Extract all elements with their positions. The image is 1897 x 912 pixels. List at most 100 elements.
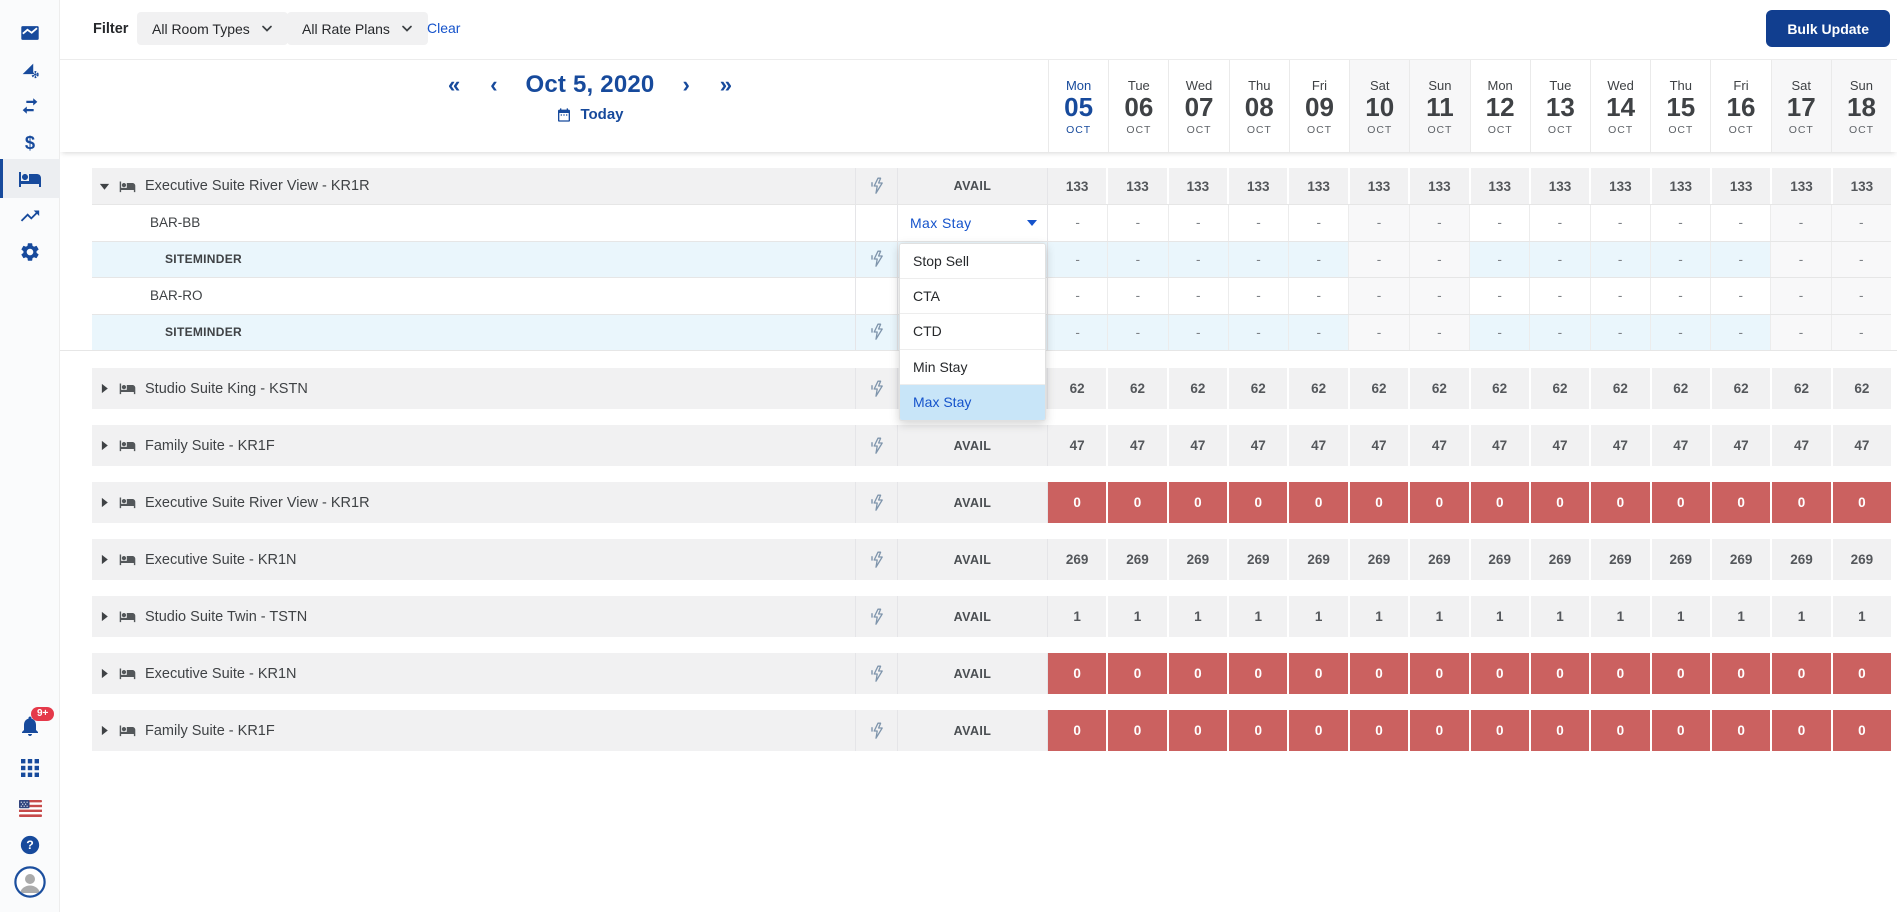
availability-cell[interactable]: 0	[1649, 653, 1710, 694]
sidebar-item-settings-gear[interactable]	[0, 233, 60, 270]
availability-cell[interactable]: 47	[1468, 425, 1529, 466]
availability-cell[interactable]: 0	[1408, 710, 1469, 751]
availability-cell[interactable]: 0	[1649, 710, 1710, 751]
day-column-mon-12[interactable]: Mon 12 OCT	[1469, 60, 1530, 152]
availability-cell[interactable]: 47	[1347, 425, 1408, 466]
restriction-cell[interactable]: -	[1649, 314, 1710, 350]
restriction-cell[interactable]: -	[1227, 205, 1288, 241]
restriction-cell[interactable]: -	[1167, 314, 1228, 350]
availability-cell[interactable]: 133	[1528, 168, 1589, 204]
restriction-cell[interactable]: -	[1408, 205, 1469, 241]
menu-item-max-stay[interactable]: Max Stay	[900, 384, 1045, 420]
availability-cell[interactable]: 1	[1468, 596, 1529, 637]
quick-action-cell[interactable]	[855, 653, 897, 694]
availability-cell[interactable]: 1	[1528, 596, 1589, 637]
availability-cell[interactable]: 1	[1649, 596, 1710, 637]
restriction-cell[interactable]: -	[1227, 278, 1288, 314]
quick-action-cell[interactable]	[855, 241, 897, 277]
sidebar-item-rate-shopper[interactable]	[0, 51, 60, 88]
day-column-sat-17[interactable]: Sat 17 OCT	[1770, 60, 1831, 152]
restriction-cell[interactable]: -	[1589, 314, 1650, 350]
day-column-wed-07[interactable]: Wed 07 OCT	[1168, 60, 1228, 152]
restriction-cell[interactable]: -	[1830, 241, 1891, 277]
availability-cell[interactable]: 133	[1065, 178, 1089, 194]
availability-cell[interactable]: 47	[1106, 425, 1166, 466]
availability-cell[interactable]: 0	[1830, 482, 1892, 523]
day-column-thu-08[interactable]: Thu 08 OCT	[1228, 60, 1289, 152]
bulk-update-button[interactable]: Bulk Update	[1766, 10, 1890, 47]
availability-cell[interactable]: 133	[1649, 168, 1710, 204]
availability-cell[interactable]: 0	[1709, 482, 1771, 523]
availability-cell[interactable]: 0	[1770, 710, 1831, 751]
restriction-cell[interactable]: -	[1288, 314, 1348, 350]
restriction-cell[interactable]: -	[1408, 278, 1469, 314]
restriction-select[interactable]: Max Stay	[898, 205, 1047, 241]
restriction-cell[interactable]: -	[1529, 278, 1589, 314]
room-type-row[interactable]: Family Suite - KR1F AVAIL 47 47 47 47 47 47 47 47…	[92, 425, 1891, 466]
availability-cell[interactable]: 133	[1589, 168, 1649, 204]
restriction-cell[interactable]: -	[1589, 241, 1650, 277]
availability-cell[interactable]: 269	[1065, 552, 1089, 567]
availability-cell[interactable]: 269	[1166, 539, 1227, 580]
quick-action-cell[interactable]	[855, 596, 897, 637]
quick-action-cell[interactable]	[855, 368, 897, 409]
availability-cell[interactable]: 1	[1106, 596, 1166, 637]
availability-cell[interactable]: 0	[1709, 710, 1771, 751]
restriction-cell[interactable]: -	[1227, 241, 1288, 277]
availability-cell[interactable]: 0	[1227, 653, 1288, 694]
availability-cell[interactable]: 269	[1709, 539, 1770, 580]
quick-action-cell[interactable]	[855, 710, 897, 751]
restriction-cell[interactable]: -	[1107, 314, 1167, 350]
availability-cell[interactable]: 62	[1589, 368, 1649, 409]
sidebar-item-pricing-dollar[interactable]: $	[0, 124, 60, 161]
next-page-icon[interactable]: »	[719, 72, 733, 97]
prev-page-icon[interactable]: «	[447, 72, 461, 97]
availability-cell[interactable]: 62	[1166, 368, 1227, 409]
restriction-cell[interactable]: -	[1529, 205, 1589, 241]
room-type-row[interactable]: Executive Suite River View - KR1R AVAIL 13…	[92, 168, 1891, 204]
availability-cell[interactable]: 47	[1589, 425, 1649, 466]
restriction-cell[interactable]: -	[1167, 205, 1228, 241]
availability-cell[interactable]: 0	[1770, 482, 1831, 523]
availability-cell[interactable]: 269	[1106, 539, 1166, 580]
day-column-sat-10[interactable]: Sat 10 OCT	[1349, 60, 1410, 152]
day-column-fri-16[interactable]: Fri 16 OCT	[1710, 60, 1770, 152]
availability-cell[interactable]: 0	[1347, 653, 1409, 694]
sidebar-item-inventory-bed[interactable]	[0, 159, 60, 198]
availability-cell[interactable]: 1	[1347, 596, 1408, 637]
restriction-cell[interactable]: -	[1348, 314, 1409, 350]
availability-cell[interactable]: 0	[1106, 710, 1167, 751]
availability-cell[interactable]: 47	[1830, 425, 1891, 466]
quick-action-cell[interactable]	[855, 314, 897, 350]
availability-cell[interactable]: 1	[1830, 596, 1891, 637]
restriction-cell[interactable]: -	[1288, 205, 1348, 241]
sidebar-item-apps-grid[interactable]	[0, 752, 60, 789]
availability-cell[interactable]: 1	[1770, 596, 1830, 637]
day-column-sun-18[interactable]: Sun 18 OCT	[1830, 60, 1892, 152]
availability-cell[interactable]: 47	[1287, 425, 1347, 466]
sidebar-item-avatar[interactable]	[0, 866, 60, 903]
availability-cell[interactable]: 0	[1347, 482, 1409, 523]
restriction-cell[interactable]: -	[1830, 205, 1891, 241]
availability-cell[interactable]: 62	[1227, 368, 1287, 409]
restriction-cell[interactable]: -	[1075, 324, 1080, 340]
availability-cell[interactable]: 133	[1347, 168, 1408, 204]
availability-cell[interactable]: 0	[1347, 710, 1409, 751]
restriction-cell[interactable]: -	[1107, 205, 1167, 241]
availability-cell[interactable]: 0	[1468, 653, 1529, 694]
room-type-row[interactable]: Executive Suite River View - KR1R AVAIL 0 0…	[92, 482, 1892, 523]
availability-cell[interactable]: 0	[1106, 482, 1167, 523]
restriction-cell[interactable]: -	[1167, 241, 1228, 277]
quick-action-cell[interactable]	[855, 425, 897, 466]
day-column-wed-14[interactable]: Wed 14 OCT	[1589, 60, 1650, 152]
availability-cell[interactable]: 269	[1830, 539, 1891, 580]
room-types-filter[interactable]: All Room Types	[137, 12, 288, 45]
availability-cell[interactable]: 1	[1166, 596, 1227, 637]
restriction-cell[interactable]: -	[1710, 278, 1770, 314]
availability-cell[interactable]: 0	[1048, 482, 1107, 523]
availability-cell[interactable]: 0	[1166, 710, 1228, 751]
restriction-cell[interactable]: -	[1710, 314, 1770, 350]
availability-cell[interactable]: 62	[1468, 368, 1529, 409]
restriction-cell[interactable]: -	[1770, 241, 1831, 277]
day-column-tue-06[interactable]: Tue 06 OCT	[1108, 60, 1168, 152]
